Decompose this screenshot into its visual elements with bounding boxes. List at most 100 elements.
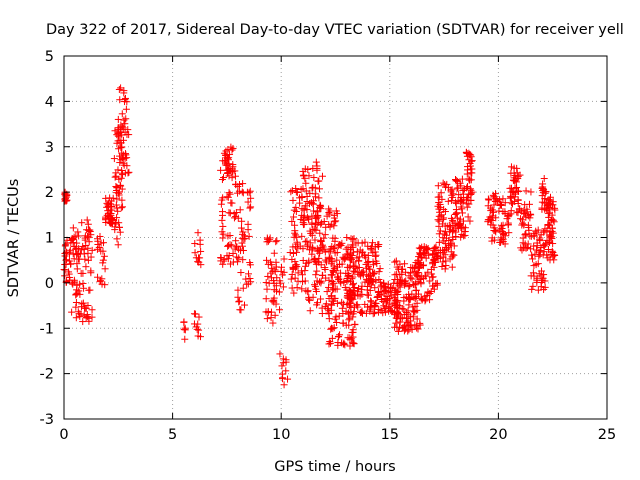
data-point <box>345 321 353 329</box>
data-point <box>72 299 80 307</box>
data-point <box>405 301 413 309</box>
data-point <box>359 267 367 275</box>
data-point <box>405 293 413 301</box>
data-point <box>218 196 226 204</box>
data-point <box>429 250 437 258</box>
data-point <box>113 189 121 197</box>
data-point <box>352 262 360 270</box>
data-point <box>225 209 233 217</box>
data-point <box>413 299 421 307</box>
data-point <box>531 250 539 258</box>
data-point <box>78 300 86 308</box>
data-point <box>220 255 228 263</box>
data-point <box>224 169 232 177</box>
data-point <box>62 241 70 249</box>
data-point <box>228 174 236 182</box>
data-point <box>219 211 227 219</box>
data-point <box>349 313 357 321</box>
data-point <box>548 215 556 223</box>
data-point <box>458 224 466 232</box>
data-point <box>305 257 313 265</box>
data-point <box>87 231 95 239</box>
data-point <box>78 219 86 227</box>
data-point <box>306 227 314 235</box>
data-point <box>293 263 301 271</box>
data-point <box>61 272 69 280</box>
data-point <box>319 241 327 249</box>
data-point <box>83 216 91 224</box>
data-point <box>84 244 92 252</box>
data-point <box>351 284 359 292</box>
data-point <box>123 162 131 170</box>
data-point <box>411 307 419 315</box>
data-point <box>345 309 353 317</box>
data-point <box>227 199 235 207</box>
data-point <box>344 250 352 258</box>
data-point <box>243 188 251 196</box>
data-point <box>370 309 378 317</box>
data-point <box>317 220 325 228</box>
data-point <box>85 238 93 246</box>
data-point <box>96 232 104 240</box>
data-point <box>466 217 474 225</box>
data-point <box>488 206 496 214</box>
data-point <box>299 221 307 229</box>
data-point <box>102 216 110 224</box>
data-point <box>503 215 511 223</box>
data-point <box>93 245 101 253</box>
data-point <box>405 283 413 291</box>
data-point <box>116 228 124 236</box>
data-point <box>125 131 133 139</box>
data-point <box>411 281 419 289</box>
data-point <box>485 215 493 223</box>
data-point <box>507 210 515 218</box>
y-tick-label: 4 <box>45 94 54 110</box>
data-point <box>224 232 232 240</box>
data-point <box>436 203 444 211</box>
data-point <box>347 254 355 262</box>
data-point <box>441 239 449 247</box>
data-point <box>373 293 381 301</box>
data-point <box>313 245 321 253</box>
data-point <box>117 128 125 136</box>
data-point <box>298 194 306 202</box>
data-point <box>231 172 239 180</box>
data-point <box>68 234 76 242</box>
data-point <box>246 187 254 195</box>
data-point <box>262 279 270 287</box>
data-point <box>300 171 308 179</box>
data-point <box>73 239 81 247</box>
data-point <box>405 272 413 280</box>
data-point <box>504 221 512 229</box>
data-point <box>355 264 363 272</box>
data-point <box>65 270 73 278</box>
data-point <box>219 260 227 268</box>
data-point <box>229 258 237 266</box>
data-point <box>442 244 450 252</box>
data-point <box>111 173 119 181</box>
data-point <box>305 295 313 303</box>
data-point <box>338 239 346 247</box>
data-point <box>114 207 122 215</box>
data-point <box>111 127 119 135</box>
data-point <box>238 239 246 247</box>
data-point <box>463 183 471 191</box>
data-point <box>441 251 449 259</box>
data-point <box>441 265 449 273</box>
data-point <box>192 254 200 262</box>
data-point <box>246 204 254 212</box>
data-point <box>118 185 126 193</box>
data-point <box>321 231 329 239</box>
data-point <box>549 229 557 237</box>
data-point <box>543 201 551 209</box>
data-point <box>399 324 407 332</box>
data-point <box>361 300 369 308</box>
data-point <box>349 235 357 243</box>
data-point <box>299 245 307 253</box>
data-point <box>96 278 104 286</box>
data-point <box>325 283 333 291</box>
data-point <box>276 350 284 358</box>
data-point <box>527 272 535 280</box>
data-point <box>306 307 314 315</box>
data-point <box>273 287 281 295</box>
